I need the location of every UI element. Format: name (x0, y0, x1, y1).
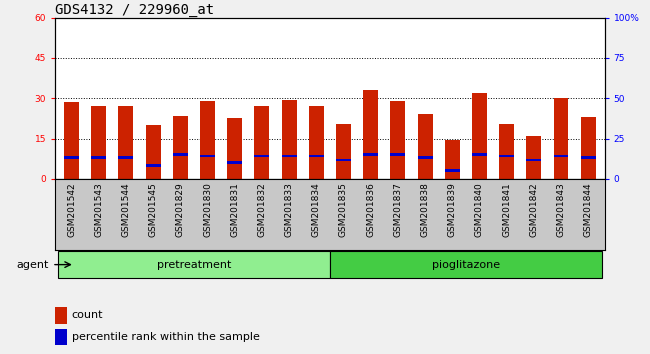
Bar (91, 156, 106, 159)
Text: GSM201840: GSM201840 (475, 182, 484, 237)
Bar (445, 169, 460, 172)
Bar (391, 101, 406, 179)
Bar (254, 155, 269, 157)
Bar (146, 164, 161, 167)
Bar (580, 156, 595, 159)
Bar (227, 118, 242, 179)
Bar (227, 161, 242, 164)
Text: pretreatment: pretreatment (157, 259, 231, 270)
Text: GSM201544: GSM201544 (122, 182, 131, 237)
Bar (417, 114, 432, 179)
Text: GSM201835: GSM201835 (339, 182, 348, 237)
Text: GSM201830: GSM201830 (203, 182, 212, 237)
Bar (55, 307, 68, 324)
Bar (391, 153, 406, 156)
Text: agent: agent (16, 259, 49, 270)
Bar (363, 153, 378, 156)
Bar (526, 159, 541, 161)
Bar (472, 153, 487, 156)
Bar (173, 116, 188, 179)
Text: GSM201838: GSM201838 (421, 182, 430, 237)
Bar (554, 98, 569, 179)
Bar (580, 117, 595, 179)
Text: GSM201834: GSM201834 (312, 182, 321, 237)
Bar (200, 101, 215, 179)
Bar (173, 153, 188, 156)
Text: GSM201836: GSM201836 (366, 182, 375, 237)
Text: GSM201837: GSM201837 (393, 182, 402, 237)
Text: GSM201542: GSM201542 (67, 182, 76, 237)
Text: GDS4132 / 229960_at: GDS4132 / 229960_at (55, 3, 214, 17)
Bar (309, 155, 324, 157)
Bar (254, 106, 269, 179)
Bar (200, 155, 215, 157)
Text: GSM201545: GSM201545 (149, 182, 158, 237)
Text: count: count (72, 310, 103, 320)
Text: GSM201844: GSM201844 (584, 182, 593, 237)
Bar (118, 106, 133, 179)
Bar (55, 329, 68, 345)
Text: percentile rank within the sample: percentile rank within the sample (72, 332, 259, 342)
Bar (472, 93, 487, 179)
Bar (118, 156, 133, 159)
Bar (330, 251, 602, 278)
Bar (146, 125, 161, 179)
Bar (58, 251, 330, 278)
Text: pioglitazone: pioglitazone (432, 259, 500, 270)
Text: GSM201832: GSM201832 (257, 182, 266, 237)
Bar (499, 124, 514, 179)
Bar (281, 99, 296, 179)
Text: GSM201831: GSM201831 (230, 182, 239, 237)
Bar (417, 156, 432, 159)
Text: GSM201829: GSM201829 (176, 182, 185, 237)
Text: GSM201842: GSM201842 (529, 182, 538, 237)
Bar (554, 155, 569, 157)
Bar (91, 106, 106, 179)
Text: GSM201543: GSM201543 (94, 182, 103, 237)
Text: GSM201841: GSM201841 (502, 182, 511, 237)
Bar (526, 136, 541, 179)
Bar (336, 159, 351, 161)
Bar (363, 90, 378, 179)
Text: GSM201833: GSM201833 (285, 182, 294, 237)
Bar (499, 155, 514, 157)
Bar (309, 106, 324, 179)
Bar (64, 102, 79, 179)
Bar (281, 155, 296, 157)
Bar (445, 140, 460, 179)
Text: GSM201839: GSM201839 (448, 182, 457, 237)
Text: GSM201843: GSM201843 (556, 182, 566, 237)
Bar (336, 124, 351, 179)
Bar (64, 156, 79, 159)
